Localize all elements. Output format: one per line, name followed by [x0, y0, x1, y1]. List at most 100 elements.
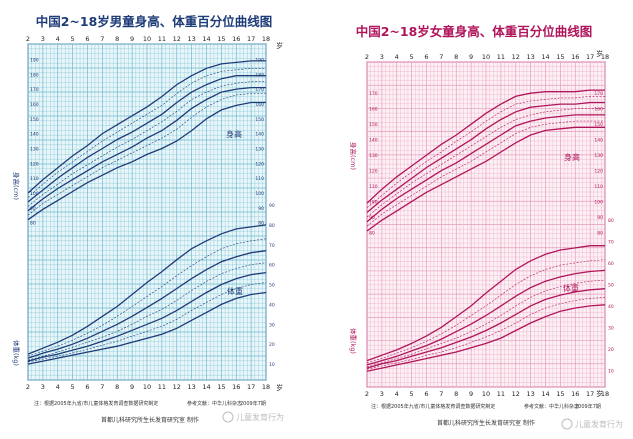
- age-tick-label: 14: [202, 35, 210, 43]
- weight-tick-label: 10: [269, 362, 275, 368]
- height-percentile-line: [366, 126, 605, 232]
- age-tick-label: 7: [100, 35, 104, 43]
- weight-tick-label: 70: [269, 243, 275, 249]
- age-tick-label: 15: [217, 35, 225, 43]
- boy-height-ticks: 80 80 90 90 100 100 110 110 120 120 130 130 140 140 15…: [30, 57, 264, 226]
- watermark-text: 儿童发育行为: [236, 412, 284, 422]
- age-tick-label: 2: [26, 383, 30, 391]
- age-tick-label: 4: [56, 383, 60, 391]
- height-tick-label: 110: [30, 176, 39, 182]
- age-tick-label: 3: [41, 383, 45, 391]
- height-tick-label: 80: [597, 231, 603, 237]
- height-tick-label: 140: [594, 138, 603, 144]
- height-tick-label: 160: [369, 107, 378, 113]
- height-tick-label: 160: [30, 102, 39, 108]
- age-tick-label: 13: [526, 53, 534, 61]
- age-tick-label: 9: [130, 383, 134, 391]
- height-percentile-line: [27, 81, 266, 207]
- age-tick-label: 13: [187, 35, 195, 43]
- age-tick-label: 2: [365, 53, 369, 61]
- girl-bottom-axis: 2 3 4 5 6 7 8 9 10 11 12 13 14 15 16 17 18: [365, 390, 609, 398]
- weight-percentile-line: [366, 304, 606, 372]
- age-tick-label: 3: [380, 53, 384, 61]
- age-tick-label: 10: [482, 390, 490, 398]
- height-tick-label: 120: [594, 169, 603, 175]
- height-tick-label: 80: [30, 221, 36, 227]
- weight-percentile-line: [366, 279, 606, 368]
- weight-percentile-line: [366, 245, 605, 362]
- age-tick-label: 5: [71, 383, 75, 391]
- height-tick-label: 150: [369, 122, 378, 128]
- girl-producer: 首都儿科研究所生长发育研究室 制作: [437, 419, 535, 427]
- age-tick-label: 18: [262, 383, 270, 391]
- height-tick-label: 120: [255, 161, 264, 167]
- girl-footnote-reference: 参考文献：中华儿科杂志: [524, 403, 579, 410]
- age-tick-label: 15: [556, 53, 564, 61]
- age-tick-label: 18: [601, 53, 609, 61]
- weight-percentile-line: [27, 250, 267, 359]
- age-tick-label: 5: [410, 390, 414, 398]
- height-tick-label: 160: [594, 107, 603, 113]
- height-tick-label: 150: [30, 117, 39, 123]
- age-tick-label: 16: [232, 383, 240, 391]
- girl-weight-axis-label: 体重(kg): [349, 328, 358, 354]
- height-tick-label: 80: [258, 221, 264, 227]
- age-tick-label: 9: [469, 390, 473, 398]
- watermark-left: 儿童发育行为: [222, 411, 284, 423]
- height-tick-label: 190: [30, 57, 39, 63]
- age-tick-label: 18: [262, 35, 270, 43]
- weight-tick-label: 40: [269, 302, 275, 308]
- age-tick-label: 2: [365, 390, 369, 398]
- boy-bottom-axis: 2 3 4 5 6 7 8 9 10 11 12 13 14 15 16 17 18: [26, 383, 270, 391]
- height-tick-label: 180: [30, 72, 39, 78]
- girl-top-age-unit: 岁: [596, 49, 603, 58]
- age-tick-label: 14: [541, 53, 549, 61]
- height-tick-label: 100: [594, 200, 603, 206]
- age-tick-label: 4: [395, 53, 399, 61]
- age-tick-label: 11: [158, 383, 166, 391]
- weight-tick-label: 80: [608, 218, 614, 224]
- age-tick-label: 18: [601, 390, 609, 398]
- height-tick-label: 170: [30, 87, 39, 93]
- age-tick-label: 12: [512, 390, 520, 398]
- weight-tick-label: 60: [269, 263, 275, 269]
- age-tick-label: 17: [586, 390, 594, 398]
- boy-weight-series: [27, 224, 267, 365]
- height-tick-label: 170: [369, 91, 378, 97]
- weight-tick-label: 20: [608, 347, 614, 353]
- height-tick-label: 140: [255, 132, 264, 138]
- chat-bubble-icon: [222, 411, 234, 423]
- age-tick-label: 4: [395, 390, 399, 398]
- age-tick-label: 7: [100, 383, 104, 391]
- weight-tick-label: 50: [608, 282, 614, 288]
- height-percentile-line: [366, 101, 605, 213]
- age-tick-label: 11: [158, 35, 166, 43]
- age-tick-label: 5: [71, 35, 75, 43]
- height-tick-label: 130: [594, 153, 603, 159]
- age-tick-label: 12: [512, 53, 520, 61]
- height-tick-label: 120: [369, 169, 378, 175]
- height-tick-label: 130: [255, 146, 264, 152]
- boy-growth-chart: 中国2~18岁男童身高、体重百分位曲线图 2 3 4 5 6 7 8 9 10 11 12 13 14 1…: [12, 14, 283, 424]
- boy-chart-title: 中国2~18岁男童身高、体重百分位曲线图: [36, 14, 273, 29]
- height-tick-label: 160: [255, 102, 264, 108]
- age-tick-label: 8: [115, 383, 119, 391]
- age-tick-label: 16: [571, 53, 579, 61]
- boy-footnote-reference: 参考文献：中华儿科杂志: [187, 400, 242, 407]
- age-tick-label: 9: [130, 35, 134, 43]
- height-percentile-line: [366, 114, 605, 223]
- weight-tick-label: 90: [269, 203, 275, 209]
- girl-top-axis: 2 3 4 5 6 7 8 9 10 11 12 13 14 15 16 17 18: [365, 53, 609, 61]
- height-tick-label: 100: [255, 191, 264, 197]
- height-percentile-line: [27, 93, 266, 216]
- age-tick-label: 17: [247, 383, 255, 391]
- age-tick-label: 15: [556, 390, 564, 398]
- weight-tick-label: 50: [269, 283, 275, 289]
- girl-height-curve-label: 身高: [564, 152, 580, 162]
- boy-footnote-date: 2009年7期: [240, 400, 266, 407]
- boy-weight-curve-label: 体重: [227, 286, 243, 296]
- height-tick-label: 140: [30, 132, 39, 138]
- weight-tick-label: 20: [269, 342, 275, 348]
